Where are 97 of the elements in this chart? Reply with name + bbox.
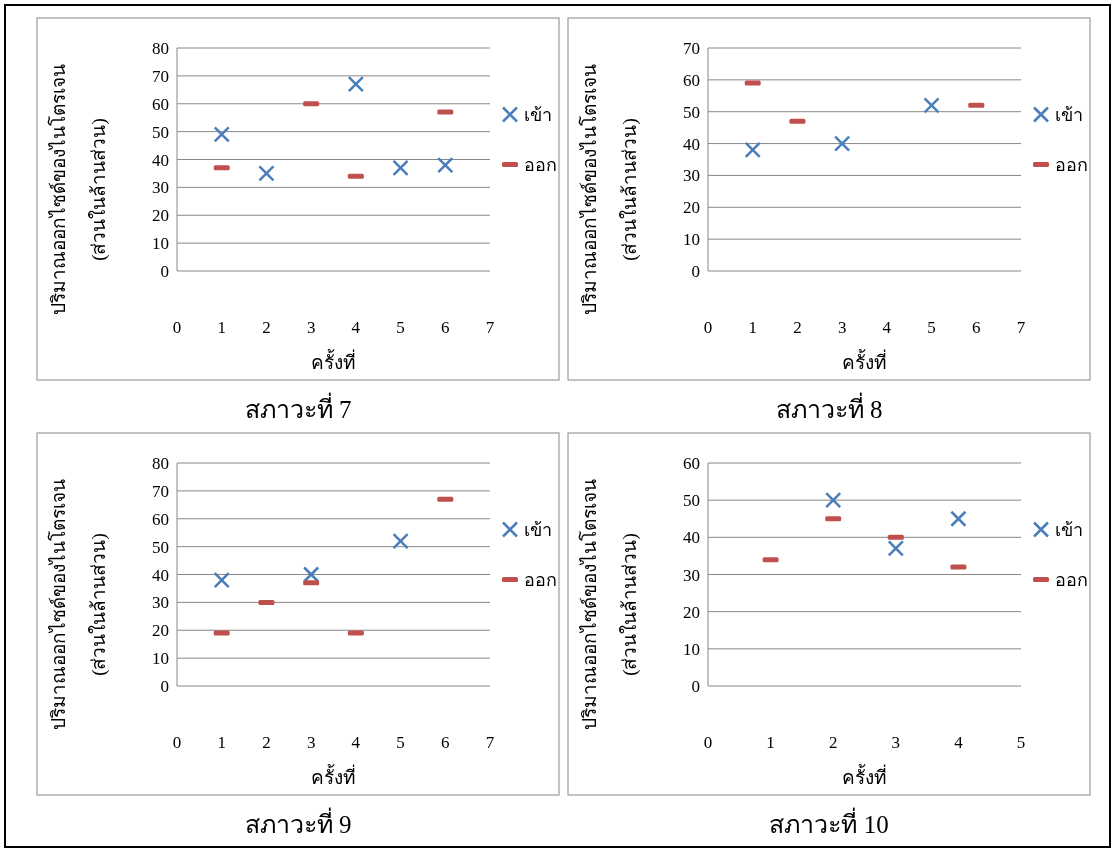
point — [950, 510, 967, 527]
y-tick-label: 60 — [152, 509, 169, 529]
x-tick-label: 1 — [217, 318, 226, 337]
y-tick-label: 0 — [160, 677, 169, 696]
y-tick-label: 30 — [152, 178, 169, 198]
x-tick-label: 5 — [927, 318, 936, 337]
x-tick-label: 0 — [703, 733, 713, 752]
y-tick-label: 20 — [152, 206, 169, 226]
y-tick-label: 70 — [683, 39, 700, 58]
x-tick-label: 0 — [172, 733, 182, 752]
y-tick-label: 40 — [152, 150, 169, 170]
x-tick-label: 1 — [217, 733, 226, 752]
point — [213, 126, 230, 143]
y-tick-label: 10 — [152, 649, 169, 669]
x-tick-label: 3 — [837, 318, 847, 337]
text: สภาวะที่ 8 — [775, 392, 883, 423]
legend-label: เข้า — [524, 519, 552, 540]
y-tick-label: 50 — [683, 102, 700, 122]
y-tick-label: 10 — [683, 230, 700, 250]
x-tick-label: 2 — [828, 733, 838, 752]
y-tick-label: 40 — [683, 528, 700, 548]
x-tick-label: 2 — [262, 733, 271, 752]
x-tick-label: 5 — [396, 318, 405, 337]
y-tick-label: 60 — [683, 70, 700, 90]
y-tick-label: 20 — [683, 602, 700, 622]
point — [347, 75, 365, 93]
legend-label: ออก — [1055, 569, 1088, 590]
y-tick-label: 20 — [683, 198, 700, 218]
text: สภาวะที่ 10 — [769, 807, 889, 838]
y-tick-label: 30 — [683, 565, 700, 585]
x-tick-label: 4 — [954, 733, 964, 752]
x-tick-label: 7 — [485, 318, 495, 337]
legend-label: ออก — [1055, 154, 1088, 175]
point — [302, 566, 320, 583]
legend-label: เข้า — [524, 104, 552, 125]
x-tick-label: 7 — [485, 733, 495, 752]
y-axis-title: ปริมาณออกไซด์ของไนโตรเจน (ส่วนในล้านส่วน) — [47, 64, 110, 315]
point — [744, 141, 761, 159]
x-tick-label: 1 — [766, 733, 775, 752]
y-tick-label: 70 — [152, 66, 169, 86]
y-tick-label: 40 — [683, 134, 700, 154]
y-tick-label: 20 — [152, 621, 169, 641]
legend-label: เข้า — [1055, 519, 1083, 540]
x-axis-title: ครั้งที่ — [311, 349, 356, 373]
y-tick-label: 30 — [152, 593, 169, 613]
point — [437, 156, 454, 174]
y-tick-label: 30 — [683, 166, 700, 186]
x-tick-label: 2 — [793, 318, 802, 337]
x-tick-label: 6 — [441, 733, 450, 752]
x-axis-title: ครั้งที่ — [842, 764, 887, 788]
y-tick-label: 80 — [152, 39, 169, 58]
x-axis-title: ครั้งที่ — [311, 764, 356, 788]
point — [923, 97, 940, 114]
x-tick-label: 6 — [441, 318, 450, 337]
x-tick-label: 2 — [262, 318, 271, 337]
y-tick-label: 0 — [160, 262, 169, 281]
x-tick-label: 0 — [172, 318, 182, 337]
point — [833, 135, 851, 152]
legend-label: ออก — [524, 154, 557, 175]
y-tick-label: 50 — [152, 122, 169, 142]
x-tick-label: 4 — [351, 733, 361, 752]
x-tick-label: 4 — [351, 318, 361, 337]
y-tick-label: 50 — [683, 491, 700, 511]
y-tick-label: 50 — [152, 537, 169, 557]
x-tick-label: 6 — [972, 318, 981, 337]
x-tick-label: 4 — [882, 318, 892, 337]
point — [258, 165, 275, 182]
x-axis-title: ครั้งที่ — [842, 349, 887, 373]
y-tick-label: 10 — [152, 234, 169, 254]
y-tick-label: 80 — [152, 454, 169, 473]
point — [213, 571, 230, 589]
x-tick-label: 5 — [1016, 733, 1026, 752]
point — [887, 540, 905, 557]
legend-label: เข้า — [1055, 104, 1083, 125]
x-tick-label: 3 — [306, 733, 316, 752]
y-axis-title: ปริมาณออกไซด์ของไนโตรเจน (ส่วนในล้านส่วน) — [578, 64, 641, 315]
x-tick-label: 1 — [748, 318, 757, 337]
y-tick-label: 70 — [152, 481, 169, 501]
y-tick-label: 60 — [152, 94, 169, 114]
y-tick-label: 40 — [152, 565, 169, 585]
y-axis-title: ปริมาณออกไซด์ของไนโตรเจน (ส่วนในล้านส่วน) — [47, 479, 110, 730]
point — [392, 159, 409, 177]
x-tick-label: 3 — [891, 733, 901, 752]
y-tick-label: 10 — [683, 639, 700, 659]
x-tick-label: 5 — [396, 733, 405, 752]
text: สภาวะที่ 7 — [244, 392, 352, 423]
y-tick-label: 0 — [691, 677, 700, 696]
legend-label: ออก — [524, 569, 557, 590]
point — [392, 532, 409, 550]
x-tick-label: 3 — [306, 318, 316, 337]
y-tick-label: 60 — [683, 454, 700, 473]
x-tick-label: 0 — [703, 318, 713, 337]
y-axis-title: ปริมาณออกไซด์ของไนโตรเจน (ส่วนในล้านส่วน) — [578, 479, 641, 730]
x-tick-label: 7 — [1016, 318, 1026, 337]
point — [824, 491, 842, 509]
text: สภาวะที่ 9 — [244, 807, 352, 838]
y-tick-label: 0 — [691, 262, 700, 281]
